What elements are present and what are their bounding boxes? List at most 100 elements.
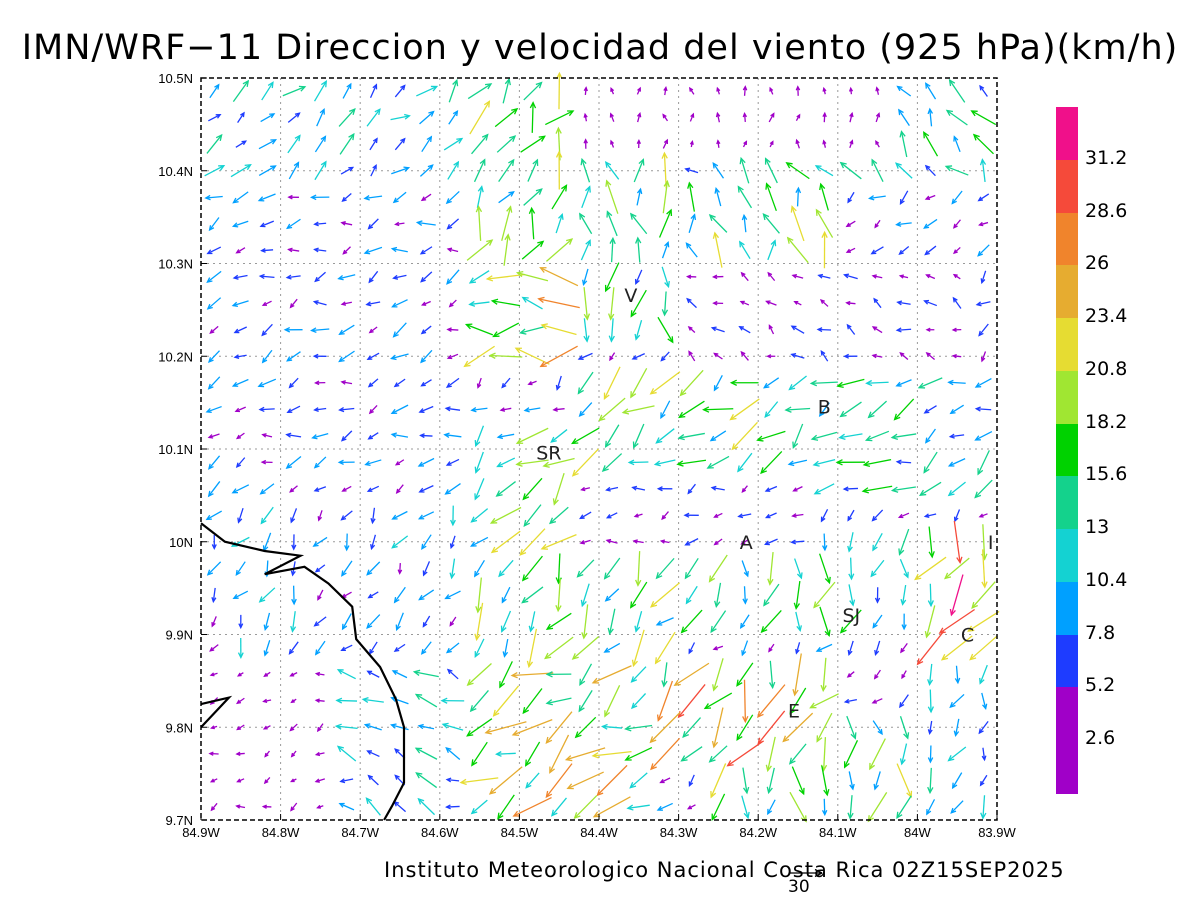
wind-vector	[231, 220, 249, 228]
wind-vector	[552, 407, 565, 412]
wind-vector	[954, 665, 961, 685]
wind-vector	[604, 588, 620, 602]
wind-vector	[839, 401, 862, 418]
wind-vector	[573, 795, 598, 820]
wind-vector	[285, 274, 301, 280]
wind-vector	[564, 747, 606, 762]
wind-vector	[977, 193, 990, 202]
wind-vector	[525, 772, 540, 789]
wind-vector	[336, 669, 356, 680]
wind-vector	[655, 617, 674, 626]
wind-vector	[237, 637, 244, 659]
wind-vector	[446, 218, 460, 230]
wind-vector	[206, 270, 222, 284]
wind-vector	[476, 185, 484, 208]
wind-vector	[816, 712, 833, 743]
colorbar-segment	[1056, 476, 1078, 530]
wind-vector	[740, 350, 749, 361]
wind-vector	[787, 459, 808, 467]
city-label: SR	[536, 443, 561, 465]
wind-vector	[687, 326, 696, 333]
wind-vector	[258, 165, 277, 177]
wind-vector	[760, 610, 782, 634]
colorbar-level-label: 10.4	[1085, 568, 1128, 591]
wind-vector	[632, 539, 644, 544]
wind-vector	[687, 181, 696, 212]
wind-vector	[474, 559, 485, 578]
wind-vector	[290, 802, 298, 812]
wind-vector	[317, 589, 324, 601]
wind-vector	[847, 191, 855, 204]
wind-vector	[449, 558, 456, 580]
wind-vector	[871, 158, 884, 182]
wind-vector	[291, 585, 297, 606]
wind-vector	[740, 271, 749, 282]
wind-vector	[238, 614, 244, 630]
wind-vector	[523, 407, 541, 413]
wind-vector	[847, 640, 854, 656]
wind-vector	[895, 221, 912, 227]
wind-vector	[788, 743, 807, 765]
wind-vector	[366, 750, 380, 758]
wind-vector	[235, 140, 248, 148]
wind-vector	[726, 741, 763, 767]
wind-vector	[445, 190, 460, 205]
wind-vector	[261, 81, 274, 101]
wind-vector	[555, 150, 563, 190]
wind-vector	[260, 506, 274, 525]
wind-vector	[654, 631, 676, 665]
y-tick-label: 10.5N	[158, 71, 193, 86]
wind-vector	[896, 300, 911, 306]
colorbar-level-label: 7.8	[1085, 621, 1116, 644]
wind-vector	[818, 553, 831, 585]
wind-vector	[419, 110, 435, 125]
wind-vector	[810, 431, 838, 441]
wind-vector	[636, 86, 641, 95]
y-tick-label: 10.3N	[158, 257, 193, 272]
wind-vector	[444, 590, 461, 600]
wind-vector	[500, 610, 512, 633]
wind-vector	[635, 236, 642, 263]
wind-vector	[757, 684, 786, 719]
wind-vector	[474, 602, 484, 642]
wind-vector	[788, 375, 807, 391]
wind-vector	[261, 349, 273, 364]
wind-vector	[492, 322, 520, 338]
wind-vector	[763, 583, 780, 607]
colorbar	[1056, 107, 1078, 794]
wind-vector	[979, 84, 988, 97]
wind-vector	[947, 481, 966, 497]
wind-vector	[258, 273, 275, 280]
wind-vector	[502, 77, 511, 104]
wind-vector	[204, 164, 226, 177]
wind-vector	[446, 353, 459, 360]
wind-vector	[974, 406, 992, 412]
wind-vector	[809, 693, 839, 709]
colorbar-level-label: 2.6	[1085, 727, 1116, 750]
wind-vector	[363, 723, 382, 731]
wind-vector	[580, 486, 591, 492]
wind-vector	[207, 350, 220, 363]
wind-vector	[898, 528, 910, 556]
wind-vector	[235, 457, 246, 469]
wind-vector	[207, 481, 221, 498]
wind-vector	[370, 164, 377, 177]
wind-vector	[710, 326, 725, 333]
wind-vector	[795, 642, 801, 655]
wind-vector	[314, 751, 325, 757]
wind-vector	[314, 380, 326, 386]
wind-vector	[820, 737, 828, 772]
wind-vector	[287, 247, 300, 253]
wind-vector	[289, 298, 298, 309]
wind-vector	[606, 210, 618, 237]
wind-vector	[635, 551, 642, 587]
wind-vector	[314, 564, 326, 573]
wind-vector	[818, 402, 830, 418]
wind-vector	[952, 296, 962, 309]
wind-vector	[898, 108, 910, 127]
wind-vector	[390, 723, 409, 731]
footer-credit: Instituto Meteorologico Nacional Costa R…	[384, 858, 1065, 882]
wind-vector	[591, 751, 632, 759]
y-tick-label: 9.8N	[166, 720, 193, 735]
wind-vector	[210, 802, 218, 812]
